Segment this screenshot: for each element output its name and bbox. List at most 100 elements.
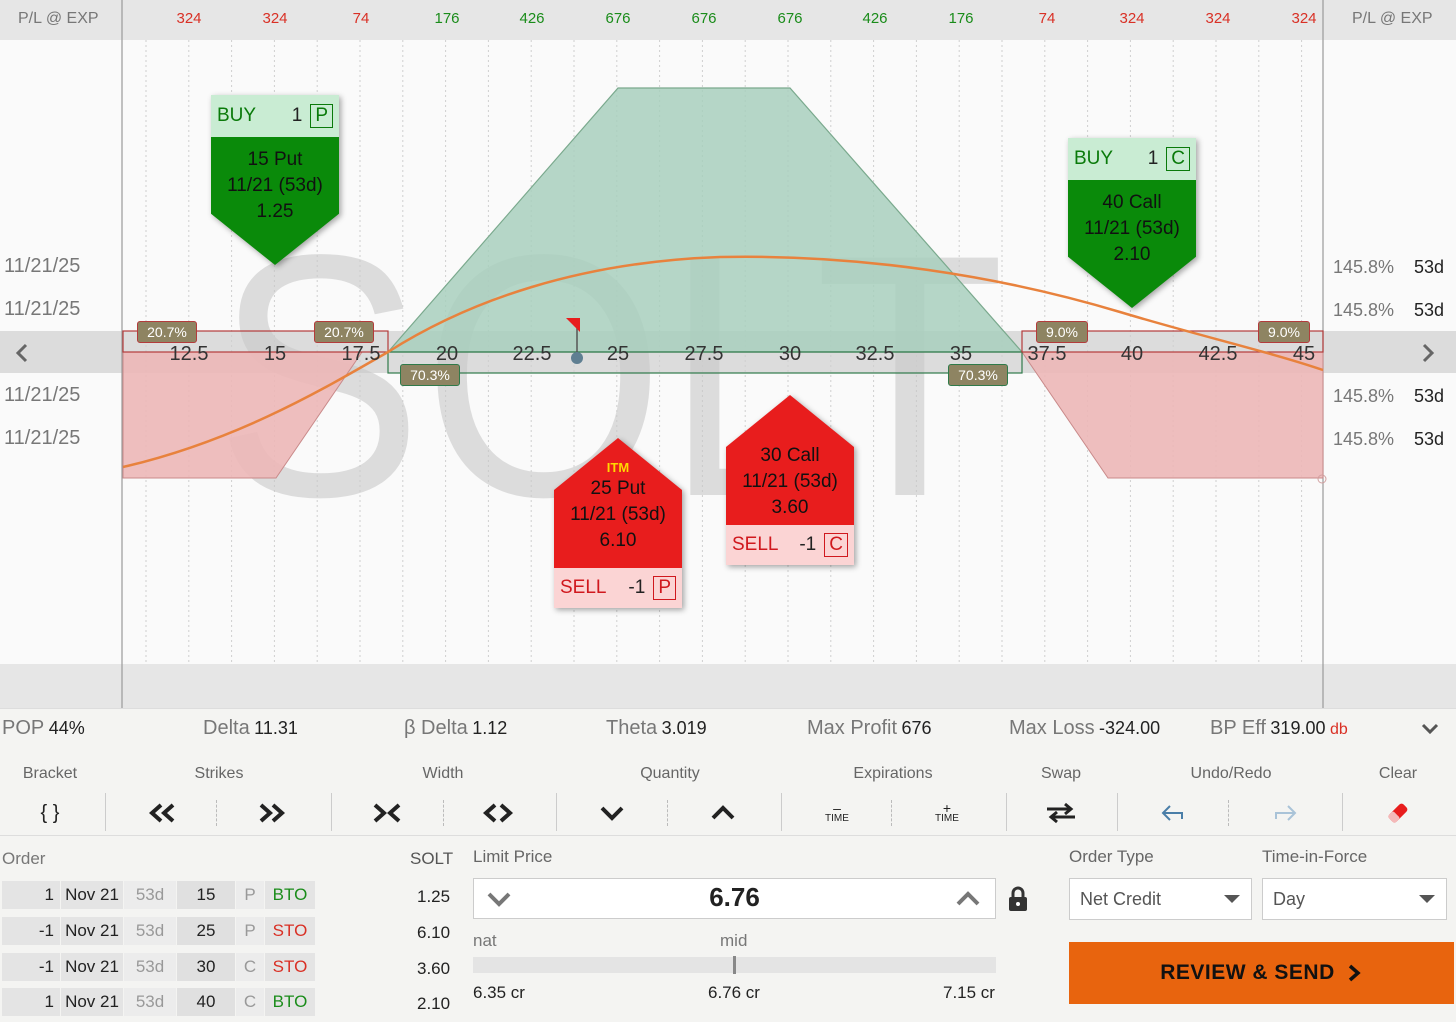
leg-card-long-call[interactable]: BUY 1 C 40 Call 11/21 (53d) 2.10	[1068, 138, 1196, 308]
leg-card-short-call[interactable]: 30 Call 11/21 (53d) 3.60 SELL -1 C	[726, 395, 854, 565]
toolbar-dashed-separator	[1228, 800, 1229, 826]
quantity-increase-button[interactable]	[681, 790, 765, 836]
leg-qty: 1	[291, 105, 303, 126]
chart-scroll-left-button[interactable]	[12, 340, 32, 366]
toolbar-separator	[105, 793, 106, 831]
undo-button[interactable]	[1131, 790, 1215, 836]
time-minus-label: TIME	[825, 812, 849, 824]
strikes-left-button[interactable]	[120, 790, 204, 836]
current-price-marker	[571, 352, 583, 364]
expirations-group-label: Expirations	[853, 765, 933, 782]
limit-price-decrease-button[interactable]	[485, 888, 513, 915]
toolbar-separator	[781, 793, 782, 831]
width-narrow-button[interactable]	[345, 790, 429, 836]
leg-price: 6.10	[599, 530, 637, 551]
price-lock-button[interactable]	[1008, 886, 1028, 917]
limit-price-label: Limit Price	[473, 847, 553, 866]
leg-action: SELL	[560, 577, 607, 598]
undo-icon	[1161, 805, 1183, 821]
leg-body: 15 Put 11/21 (53d) 1.25	[211, 137, 339, 265]
chevron-down-icon	[487, 892, 511, 907]
pl-value: 676	[777, 10, 803, 27]
leg-expiration: 11/21 (53d)	[570, 504, 666, 525]
order-leg-price: 1.25	[417, 887, 451, 906]
strike-label: 22.5	[513, 343, 552, 365]
swap-button[interactable]	[1019, 790, 1103, 836]
strike-label: 15	[264, 343, 286, 365]
chart-scroll-right-button[interactable]	[1418, 340, 1438, 366]
leg-description: 30 Call	[760, 445, 820, 466]
strikes-group-label: Strikes	[194, 765, 244, 782]
leg-card-long-put[interactable]: BUY 1 P 15 Put 11/21 (53d) 1.25	[211, 95, 339, 265]
bracket-button[interactable]: { }	[40, 801, 60, 824]
toolbar-separator	[1117, 793, 1118, 831]
prob-badge-call-left: 9.0%	[1036, 321, 1088, 343]
toolbar-dashed-separator	[891, 800, 892, 826]
max-loss-metric: Max Loss -324.00	[1009, 717, 1160, 740]
order-leg-exp: Nov 21	[61, 917, 123, 945]
price-flag	[566, 318, 580, 332]
pl-value: 324	[1119, 10, 1145, 27]
order-type-select[interactable]: Net Credit	[1069, 878, 1252, 920]
order-leg-dte: 53d	[124, 988, 176, 1016]
clear-button[interactable]	[1356, 790, 1440, 836]
toolbar-dashed-separator	[443, 800, 444, 826]
bp-effect-value: 319.00	[1270, 718, 1326, 738]
toolbar-dashed-separator	[667, 800, 668, 826]
leg-type-badge: P	[310, 104, 333, 128]
theta-value: 3.019	[661, 718, 707, 738]
leg-expiration: 11/21 (53d)	[1084, 218, 1180, 239]
leg-description: 15 Put	[247, 149, 303, 170]
order-leg-exp: Nov 21	[61, 988, 123, 1016]
plus-icon: +	[942, 799, 952, 816]
width-widen-button[interactable]	[456, 790, 540, 836]
expiration-date-label: 11/21/25	[4, 427, 81, 449]
redo-icon	[1275, 805, 1297, 821]
leg-qty: 1	[1147, 148, 1159, 169]
pl-value: 676	[605, 10, 631, 27]
price-slider-handle[interactable]	[733, 956, 736, 974]
max-loss-label: Max Loss	[1009, 717, 1095, 739]
max-profit-label: Max Profit	[807, 717, 898, 739]
strategy-toolbar	[0, 751, 1456, 836]
leg-price: 1.25	[256, 201, 294, 222]
order-leg-dte: 53d	[124, 917, 176, 945]
review-send-label: REVIEW & SEND	[1160, 961, 1335, 984]
time-increase-button[interactable]: + TIME	[905, 790, 989, 836]
chevron-down-icon	[600, 806, 624, 821]
order-leg-strike: 25	[177, 917, 235, 945]
time-decrease-button[interactable]: – TIME	[795, 790, 879, 836]
collapse-icon	[373, 803, 401, 823]
strikes-right-button[interactable]	[230, 790, 314, 836]
strike-label: 42.5	[1199, 343, 1238, 365]
leg-action-row: BUY 1 P	[211, 95, 339, 137]
time-in-force-select[interactable]: Day	[1262, 878, 1447, 920]
order-type-label: Order Type	[1069, 847, 1154, 866]
order-leg-action: STO	[265, 917, 315, 945]
time-in-force-value: Day	[1273, 888, 1306, 909]
quantity-decrease-button[interactable]	[570, 790, 654, 836]
metrics-expand-button[interactable]	[1418, 718, 1442, 740]
chevron-up-icon	[956, 891, 980, 906]
time-in-force-label: Time-in-Force	[1262, 847, 1368, 866]
short-prob-box	[387, 351, 1023, 374]
days-to-expiration: 53d	[1414, 429, 1445, 449]
redo-button[interactable]	[1243, 790, 1327, 836]
order-leg-qty: -1	[2, 953, 60, 981]
limit-price-increase-button[interactable]	[954, 888, 982, 915]
leg-card-short-put[interactable]: ITM 25 Put 11/21 (53d) 6.10 SELL -1 P	[554, 438, 682, 608]
strike-labels: 12.5 15 17.5 20 22.5 25 27.5 30 32.5 35 37.5 40 42.5…	[170, 343, 1316, 365]
pop-value: 44%	[48, 718, 85, 738]
order-leg-type: C	[236, 988, 264, 1016]
strike-label: 30	[779, 343, 801, 365]
days-to-expiration: 53d	[1414, 257, 1445, 277]
leg-body: 30 Call 11/21 (53d) 3.60	[726, 395, 854, 525]
leg-action: BUY	[1074, 148, 1114, 169]
prob-badge-short-left: 70.3%	[400, 364, 460, 386]
pl-value: 176	[434, 10, 460, 27]
strike-label: 17.5	[342, 343, 381, 365]
review-and-send-button[interactable]: REVIEW & SEND	[1069, 942, 1454, 1004]
limit-price-field[interactable]	[473, 878, 996, 919]
eraser-icon	[1388, 803, 1408, 823]
leg-body: ITM 25 Put 11/21 (53d) 6.10	[554, 438, 682, 568]
